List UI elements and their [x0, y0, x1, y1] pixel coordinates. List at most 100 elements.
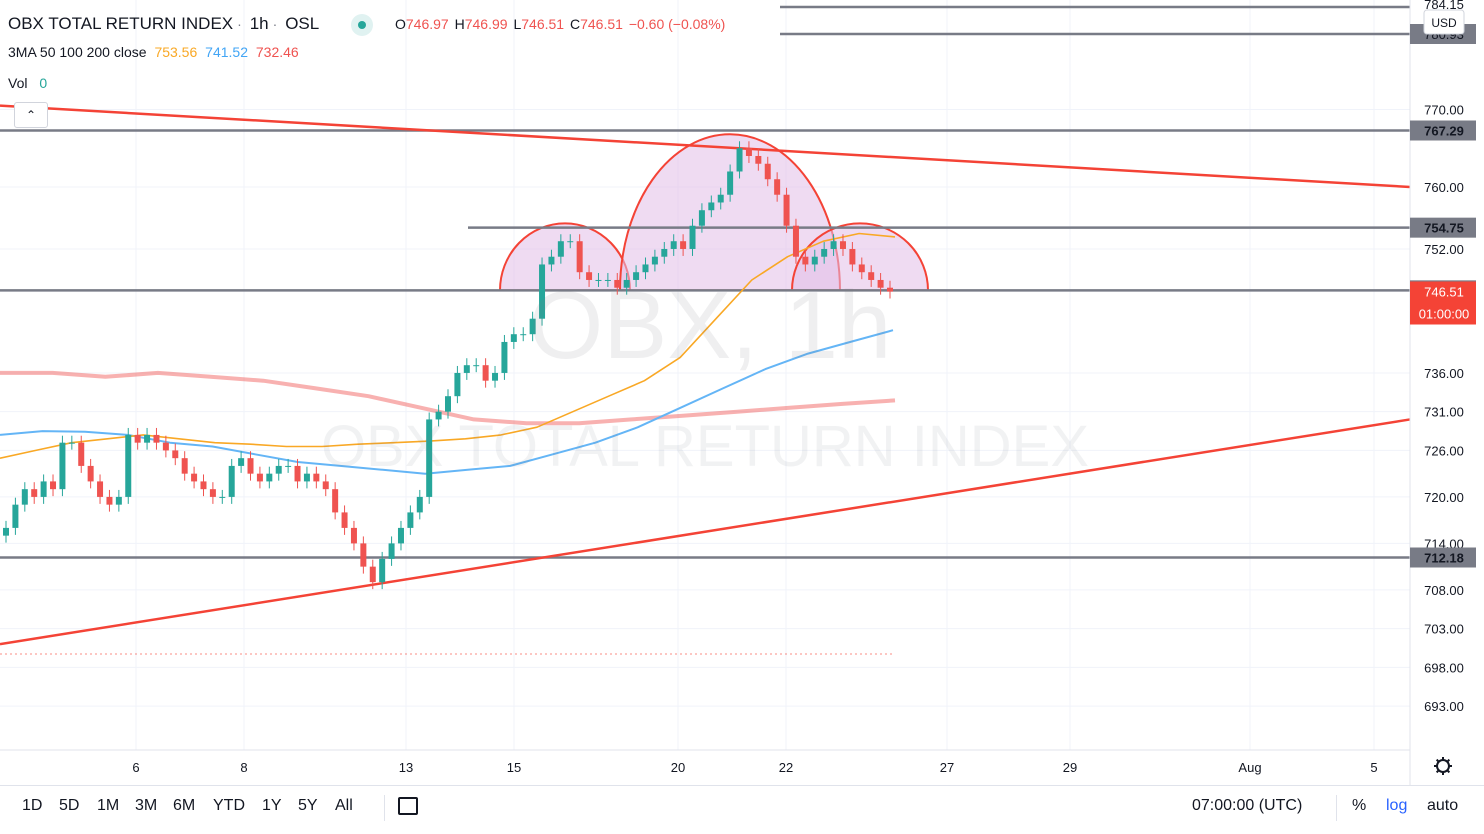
ma-legend[interactable]: 3MA 50 100 200 close 753.56 741.52 732.4… [8, 44, 303, 60]
percent-toggle[interactable]: % [1352, 797, 1367, 814]
time-tick-label: 8 [240, 760, 247, 775]
candle-body [802, 256, 809, 265]
price-tick-label: 726.00 [1424, 443, 1464, 458]
interval-label[interactable]: 1h [249, 14, 269, 33]
candle-body [821, 248, 828, 257]
auto-toggle[interactable]: auto [1427, 797, 1459, 814]
time-tick-label: Aug [1238, 760, 1261, 775]
candle-body [31, 489, 38, 497]
price-tick-label: 720.00 [1424, 490, 1464, 505]
candle-body [181, 458, 188, 474]
level-price-label: 712.18 [1424, 551, 1464, 566]
timeframe-1d[interactable]: 1D [22, 797, 43, 814]
gear-tooth [1435, 769, 1440, 774]
candle-body [708, 202, 715, 211]
level-price-tag [1410, 547, 1476, 568]
candle-body [858, 264, 865, 273]
candle-body [868, 272, 875, 280]
timeframe-3m[interactable]: 3M [135, 797, 158, 814]
log-toggle[interactable]: log [1386, 797, 1408, 814]
time-axis[interactable]: 6 8 13 15 20 22 27 29 Aug 5 [0, 749, 1452, 775]
candle-body [764, 163, 771, 180]
candle-body [595, 279, 602, 281]
candle-body [247, 458, 254, 474]
candle-body [97, 481, 104, 497]
last-price-tag [1410, 281, 1476, 325]
candle-body [50, 481, 57, 490]
candle-body [256, 473, 263, 482]
candle-body [200, 481, 207, 490]
candle-body [275, 465, 282, 474]
timeframe-6m[interactable]: 6M [173, 797, 196, 814]
candle-body [604, 279, 611, 281]
candle-body [172, 450, 179, 459]
candle-body [698, 210, 705, 226]
candle-body [557, 241, 564, 257]
gear-tooth [1446, 758, 1451, 763]
chart-grid [0, 0, 1410, 750]
ma50-value: 753.56 [154, 44, 198, 60]
divider [1336, 795, 1337, 821]
price-axis[interactable]: 693.00698.00703.00708.00714.00720.00726.… [1409, 0, 1484, 785]
currency-badge [1423, 9, 1465, 35]
price-tick-label: 708.00 [1424, 583, 1464, 598]
candle-body [567, 241, 574, 243]
ohlc-low: L746.51 [513, 16, 565, 32]
price-tick-label: 693.00 [1424, 699, 1464, 714]
time-tick-label: 20 [671, 760, 685, 775]
price-tick-label: 703.00 [1424, 622, 1464, 637]
candle-body [811, 256, 818, 265]
pattern-arc [618, 133, 842, 292]
candle-body [388, 543, 395, 559]
candle-body [887, 287, 893, 292]
symbol-title[interactable]: OBX TOTAL RETURN INDEX [8, 14, 234, 33]
candle-body [717, 194, 724, 203]
price-tick-label: 698.00 [1424, 660, 1464, 675]
candle-body [303, 473, 310, 482]
time-tick-label: 15 [507, 760, 521, 775]
candle-body [548, 256, 555, 265]
timeframe-ytd[interactable]: YTD [213, 797, 245, 814]
timeframe-1y[interactable]: 1Y [262, 797, 282, 814]
collapse-legend-button[interactable]: ⌃ [14, 102, 48, 128]
date-range-icon[interactable] [398, 797, 418, 815]
ma200-value: 732.46 [255, 44, 299, 60]
watermark-symbol: OBX, 1h [529, 272, 892, 379]
level-price-label: 767.29 [1424, 124, 1464, 139]
candle-body [689, 225, 696, 249]
candle-body [783, 194, 790, 226]
timeframe-all[interactable]: All [335, 797, 353, 814]
candle-body [68, 442, 75, 444]
timeframe-5y[interactable]: 5Y [298, 797, 318, 814]
timezone-label[interactable]: 07:00:00 (UTC) [1192, 797, 1303, 814]
price-tick-label: 784.15 [1424, 0, 1464, 12]
candle-body [134, 434, 141, 443]
level-price-label: 754.75 [1424, 221, 1464, 236]
candle-body [341, 512, 348, 528]
candle-body [849, 248, 856, 265]
last-price-label: 746.51 [1424, 285, 1464, 300]
timeframe-5d[interactable]: 5D [59, 797, 80, 814]
volume-legend[interactable]: Vol 0 [8, 75, 51, 91]
candle-body [397, 527, 404, 544]
candle-body [670, 241, 677, 249]
candle-body [633, 272, 640, 280]
vol-value: 0 [39, 75, 48, 91]
vol-label: Vol [8, 75, 28, 91]
candle-body [21, 489, 28, 505]
candle-body [144, 434, 151, 443]
candle-body [510, 334, 517, 342]
candle-body [266, 473, 273, 482]
candle-body [661, 248, 668, 257]
candle-body [680, 241, 687, 249]
ma-legend-label: 3MA 50 100 200 close [8, 44, 147, 60]
candle-body [614, 279, 621, 288]
timeframe-1m[interactable]: 1M [97, 797, 120, 814]
candle-body [435, 411, 442, 420]
candle-body [106, 496, 113, 505]
trend-line [0, 418, 1411, 646]
watermark-title: OBX TOTAL RETURN INDEX [321, 414, 1089, 479]
candle-body [40, 481, 47, 497]
candle-body [642, 264, 649, 273]
